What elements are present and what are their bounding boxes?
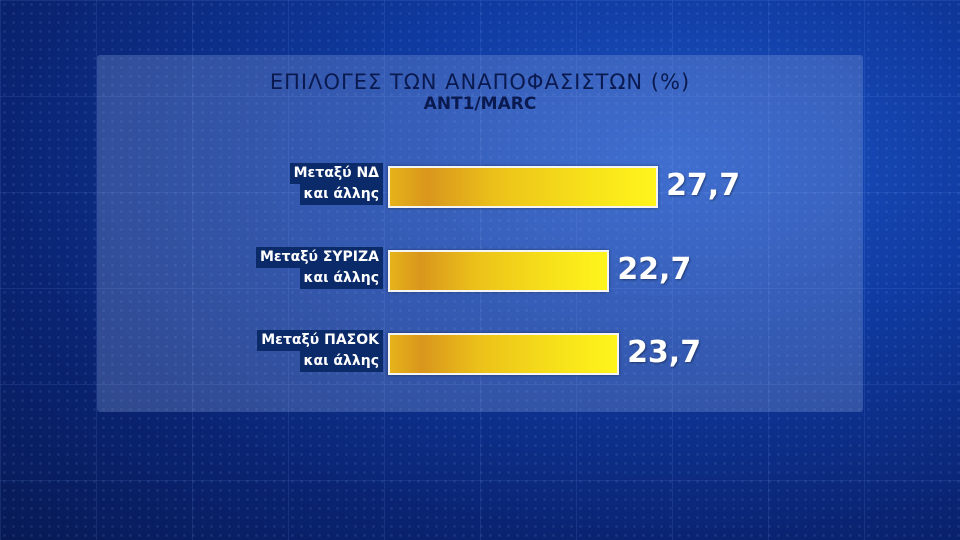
chart-title: ΕΠΙΛΟΓΕΣ ΤΩΝ ΑΝΑΠΟΦΑΣΙΣΤΩΝ (%) (269, 70, 691, 94)
category-label: Μεταξύ ΠΑΣΟΚ και άλλης (257, 330, 383, 372)
bar (388, 250, 610, 292)
value-label: 22,7 (617, 252, 692, 287)
category-label: Μεταξύ ΣΥΡΙΖΑ και άλλης (255, 247, 383, 289)
bar (388, 166, 659, 208)
chart-subtitle: ANT1/MARC (423, 94, 537, 114)
category-label-line: και άλλης (299, 351, 383, 372)
value-label: 23,7 (627, 335, 702, 370)
category-label-line: Μεταξύ ΝΔ (289, 163, 383, 184)
bar (388, 333, 620, 375)
value-label: 27,7 (666, 168, 741, 203)
category-label-line: Μεταξύ ΣΥΡΙΖΑ (255, 247, 383, 268)
category-label-line: και άλλης (299, 184, 383, 205)
category-label-line: και άλλης (299, 268, 383, 289)
category-label: Μεταξύ ΝΔ και άλλης (289, 163, 383, 205)
bar-row: Μεταξύ ΝΔ και άλλης 27,7 (0, 163, 960, 210)
category-label-line: Μεταξύ ΠΑΣΟΚ (257, 330, 383, 351)
bar-row: Μεταξύ ΠΑΣΟΚ και άλλης 23,7 (0, 330, 960, 377)
bar-row: Μεταξύ ΣΥΡΙΖΑ και άλλης 22,7 (0, 247, 960, 294)
